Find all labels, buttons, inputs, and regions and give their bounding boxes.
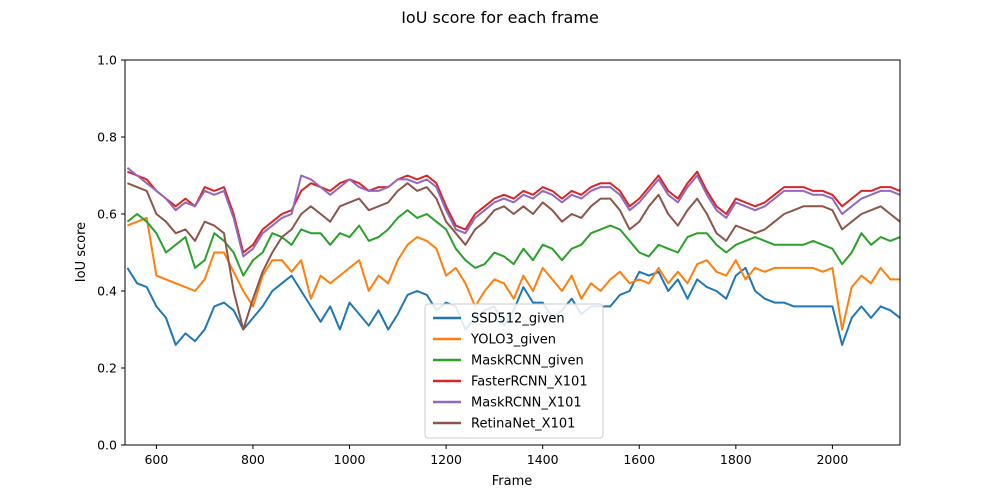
y-tick-label: 0.0 xyxy=(97,438,117,453)
x-tick-label: 1800 xyxy=(720,452,752,467)
legend-label: YOLO3_given xyxy=(470,333,556,348)
x-axis-label: Frame xyxy=(492,474,533,489)
series-line-yolo3-given xyxy=(127,216,900,331)
y-axis: 0.0 0.2 0.4 0.6 0.8 1.0 xyxy=(97,53,125,453)
series-line-maskrcnn-x101 xyxy=(126,167,900,258)
legend-label: SSD512_given xyxy=(471,312,565,327)
series-line-retinanet-x101 xyxy=(127,182,900,331)
legend-label: MaskRCNN_given xyxy=(471,354,584,369)
series-line-maskrcnn-given xyxy=(126,209,900,277)
y-tick-label: 0.8 xyxy=(97,130,117,145)
x-axis: 600 800 1000 1200 1400 1600 1800 2000 xyxy=(144,445,848,467)
x-tick-label: 800 xyxy=(241,452,265,467)
x-tick-label: 1200 xyxy=(430,452,462,467)
x-tick-label: 1600 xyxy=(623,452,655,467)
x-tick-label: 600 xyxy=(144,452,168,467)
y-axis-label: IoU score xyxy=(74,222,89,282)
chart-title: IoU score for each frame xyxy=(401,8,599,27)
x-tick-label: 1400 xyxy=(527,452,559,467)
y-tick-label: 0.6 xyxy=(97,207,117,222)
x-tick-label: 1000 xyxy=(334,452,366,467)
legend-box xyxy=(424,303,604,439)
y-tick-label: 0.2 xyxy=(97,361,117,376)
x-tick-label: 2000 xyxy=(816,452,848,467)
legend-label: FasterRCNN_X101 xyxy=(471,375,588,390)
y-tick-label: 1.0 xyxy=(97,53,117,68)
legend-label: MaskRCNN_X101 xyxy=(471,396,582,411)
legend: SSD512_given YOLO3_given MaskRCNN_given Fas… xyxy=(424,303,604,439)
series-line-fasterrcnn-x101 xyxy=(127,170,900,254)
legend-label: RetinaNet_X101 xyxy=(471,417,575,432)
y-tick-label: 0.4 xyxy=(97,284,117,299)
plot-frame xyxy=(124,59,901,446)
